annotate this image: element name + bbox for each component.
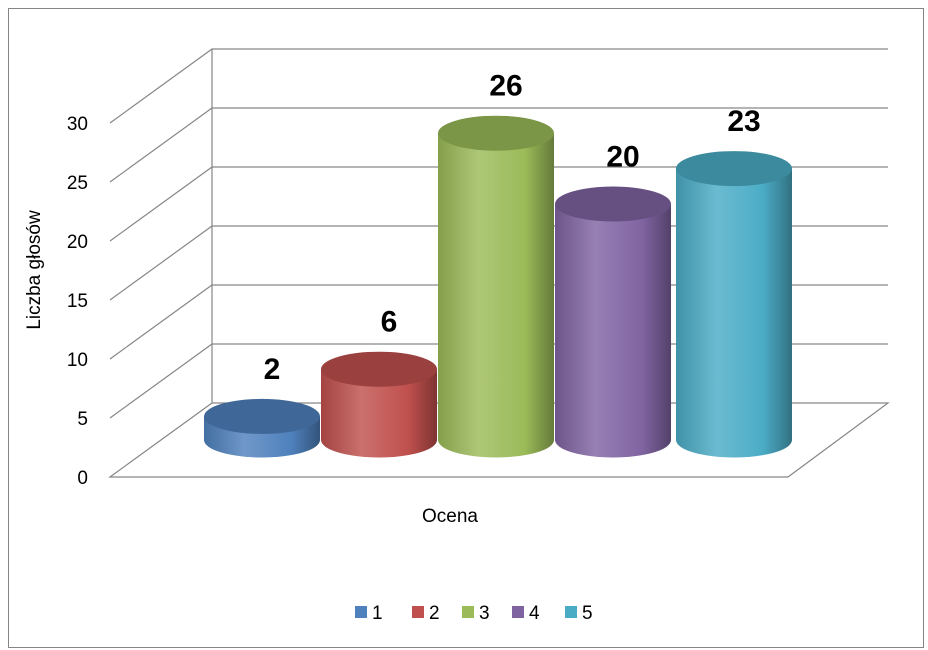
legend-item-4: 4 <box>512 603 540 624</box>
y-tick-label: 15 <box>67 291 88 312</box>
bar-1 <box>204 398 320 458</box>
y-tick-label: 20 <box>67 232 88 253</box>
y-axis-ticks: 0 5 10 15 20 25 30 <box>67 114 88 489</box>
bar-top <box>676 151 792 187</box>
y-tick-label: 30 <box>67 114 88 135</box>
legend-swatch <box>565 606 577 618</box>
data-label-1: 2 <box>264 353 281 386</box>
legend-label: 5 <box>582 603 593 624</box>
bars <box>204 115 792 458</box>
legend-label: 4 <box>529 603 540 624</box>
legend-label: 1 <box>372 603 383 624</box>
bar-top <box>204 398 320 434</box>
y-tick-label: 5 <box>77 409 88 430</box>
bar-top <box>438 115 554 151</box>
bar-3 <box>438 115 554 458</box>
legend-swatch <box>512 606 524 618</box>
legend-swatch <box>462 606 474 618</box>
bar-body <box>676 168 792 458</box>
legend-label: 2 <box>429 603 440 624</box>
gridline <box>109 107 888 183</box>
legend-item-1: 1 <box>355 603 383 624</box>
bar-body <box>555 204 671 458</box>
data-label-4: 20 <box>606 141 639 174</box>
x-axis-title: Ocena <box>422 506 478 527</box>
y-axis-title: Liczba głosów <box>24 210 45 330</box>
legend: 1 2 3 4 5 <box>355 603 593 624</box>
gridline <box>109 48 888 124</box>
legend-item-2: 2 <box>412 603 440 624</box>
y-tick-label: 0 <box>77 468 88 489</box>
legend-item-3: 3 <box>462 603 490 624</box>
gridline <box>109 166 888 242</box>
bar-body <box>321 369 437 458</box>
data-label-3: 26 <box>489 70 522 103</box>
legend-swatch <box>355 606 367 618</box>
legend-item-5: 5 <box>565 603 593 624</box>
data-label-5: 23 <box>727 105 760 138</box>
legend-swatch <box>412 606 424 618</box>
bar-top <box>555 186 671 222</box>
floor <box>108 402 890 478</box>
bar-5 <box>676 151 792 458</box>
data-label-2: 6 <box>381 306 398 339</box>
y-tick-label: 25 <box>67 173 88 194</box>
bar-top <box>321 351 437 387</box>
bar-body <box>438 133 554 458</box>
bar-4 <box>555 186 671 458</box>
legend-label: 3 <box>479 603 490 624</box>
y-tick-label: 10 <box>67 350 88 371</box>
bar-2 <box>321 351 437 458</box>
gridlines <box>109 48 888 419</box>
